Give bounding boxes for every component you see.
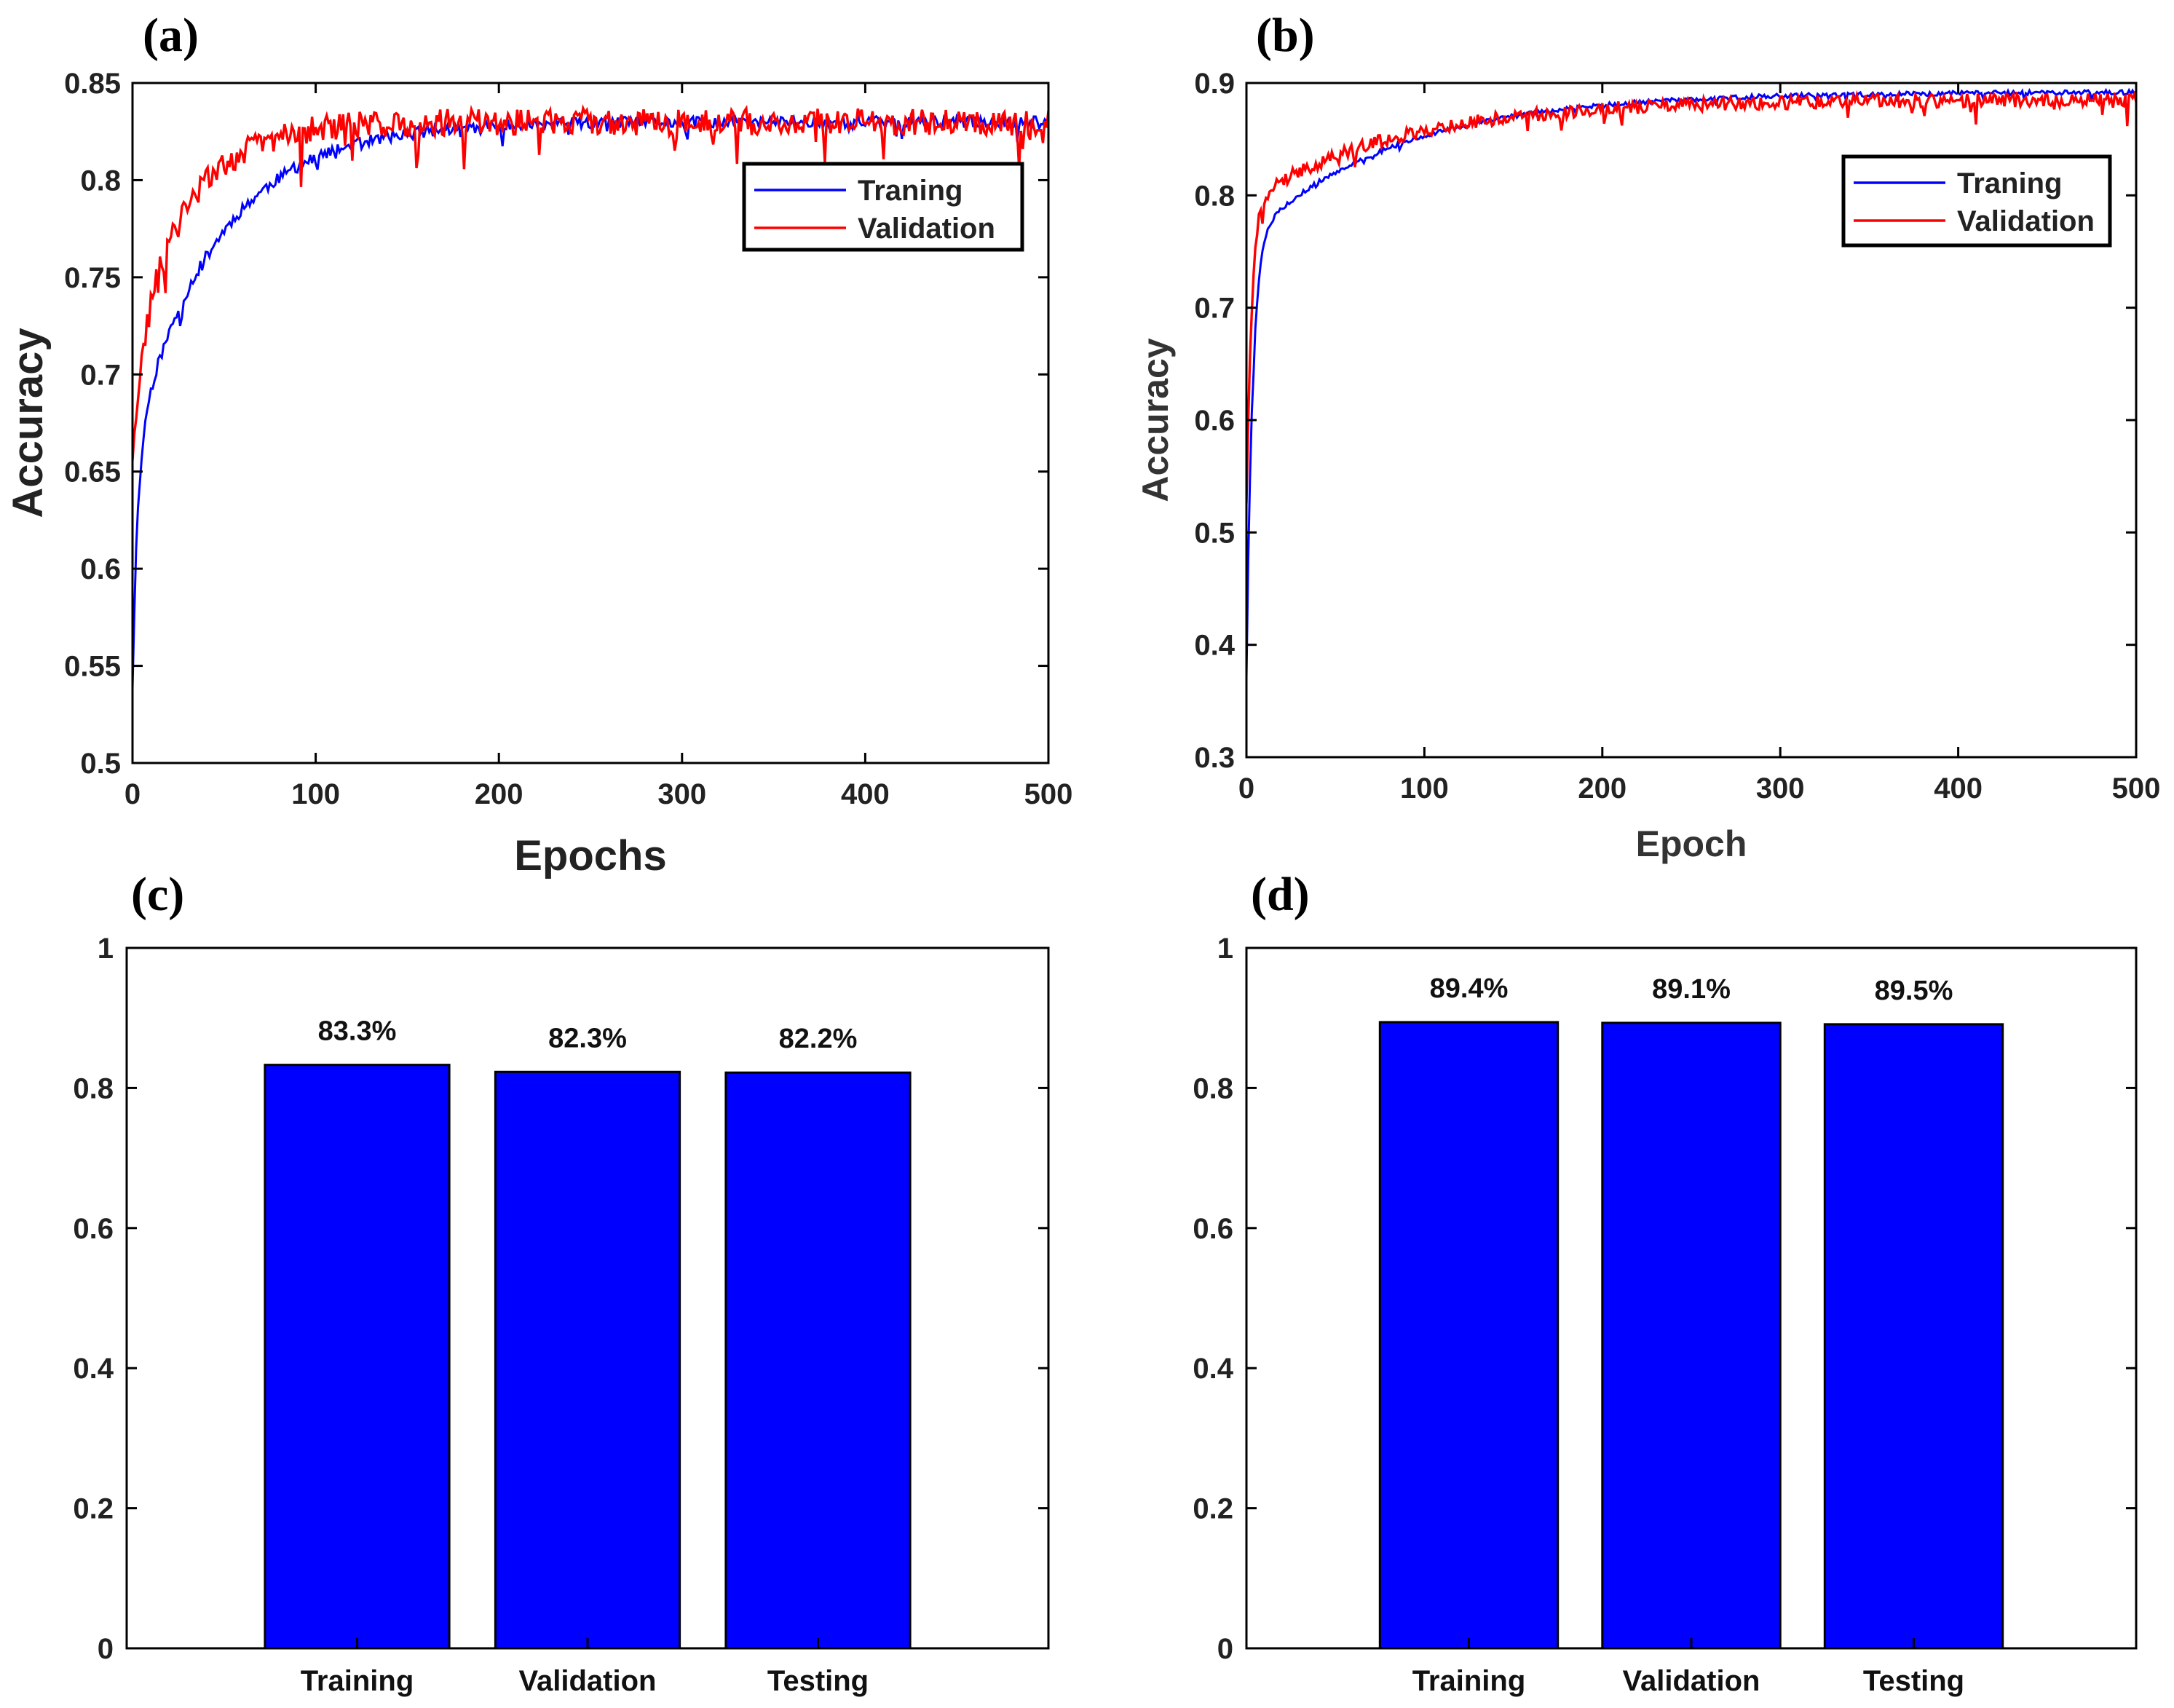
legend-label-validation: Validation	[858, 213, 995, 245]
bar-training	[264, 1064, 451, 1650]
x-axis-title: Epochs	[514, 832, 667, 879]
bar-validation	[1601, 1021, 1782, 1650]
panel-d-letter: (d)	[1251, 868, 1310, 921]
chart-b-line-accuracy: 0 100 200 300 400 500 0.3 0.4 0.5 0.6 0.7 0.8 0.9 Epo…	[1135, 68, 2160, 864]
y-tick-label: 0.7	[1194, 293, 1235, 325]
y-tick-label: 0.5	[1194, 517, 1235, 549]
x-axis-title: Epoch	[1636, 823, 1747, 864]
y-tick-label: 0.85	[64, 68, 121, 100]
x-tick-label: 300	[657, 778, 706, 810]
x-tick-label: 400	[1934, 772, 1983, 804]
bar-value-label: 89.1%	[1652, 974, 1731, 1005]
bar-value-label: 89.5%	[1875, 976, 1953, 1006]
y-tick-label: 0.4	[1194, 630, 1235, 662]
y-tick-label: 0.6	[73, 1213, 114, 1245]
y-tick-label: 0.8	[1194, 180, 1235, 212]
legend-box	[1841, 154, 2112, 248]
y-tick-label: 0.55	[64, 651, 121, 683]
panel-c-letter: (c)	[131, 868, 184, 921]
y-tick-label: 0.6	[1194, 405, 1235, 437]
category-label: Testing	[1863, 1665, 1964, 1697]
legend-box	[742, 162, 1024, 252]
bar-validation	[494, 1070, 681, 1650]
bar-value-label: 83.3%	[318, 1016, 397, 1047]
y-tick-label: 0.9	[1194, 68, 1235, 100]
category-label: Testing	[767, 1665, 869, 1697]
chart-c-bar-accuracy: 83.3% Training 82.3% Validation 82.2% Testing…	[73, 933, 1050, 1697]
legend-label-traning: Traning	[858, 175, 963, 207]
y-tick-label: 0.3	[1194, 742, 1235, 774]
x-tick-label: 200	[1578, 772, 1626, 804]
y-tick-label: 0	[1217, 1633, 1233, 1665]
x-tick-label: 100	[1400, 772, 1449, 804]
chart-d-bar-accuracy: 89.4% Training 89.1% Validation 89.5% Testing…	[1193, 933, 2138, 1697]
y-tick-label: 0.6	[80, 553, 121, 585]
bar-value-label: 82.3%	[548, 1023, 627, 1053]
bar-testing	[1823, 1023, 2004, 1650]
y-tick-label: 1	[1217, 933, 1233, 965]
x-tick-label: 0	[124, 778, 141, 810]
x-tick-label: 500	[2112, 772, 2161, 804]
bar-value-label: 82.2%	[779, 1024, 858, 1054]
y-tick-label: 0.4	[1193, 1353, 1233, 1385]
y-axis-title: Accuracy	[1135, 338, 1176, 502]
y-tick-label: 0.65	[64, 456, 121, 489]
legend-label-traning: Traning	[1957, 167, 2062, 199]
chart-a-line-accuracy: 0 100 200 300 400 500 0.5 0.55 0.6 0.65 0.7 0.75 0.8…	[4, 68, 1072, 879]
x-tick-label: 300	[1756, 772, 1805, 804]
panel-a-letter: (a)	[143, 9, 199, 62]
plot-frame	[131, 82, 1050, 764]
x-tick-label: 0	[1238, 772, 1254, 804]
y-axis-title: Accuracy	[4, 328, 52, 518]
y-tick-label: 0.7	[80, 359, 121, 391]
y-tick-label: 0.4	[73, 1353, 114, 1385]
series-line-validation	[1246, 90, 2136, 504]
y-tick-label: 0.8	[1193, 1072, 1233, 1104]
x-tick-label: 400	[841, 778, 890, 810]
y-tick-label: 0.2	[1193, 1493, 1233, 1525]
legend-label-validation: Validation	[1957, 205, 2095, 237]
x-tick-label: 200	[475, 778, 523, 810]
y-tick-label: 0.8	[80, 165, 121, 197]
category-label: Validation	[1623, 1665, 1760, 1697]
panel-b-letter: (b)	[1256, 9, 1315, 62]
y-tick-label: 0.6	[1193, 1213, 1233, 1245]
y-tick-label: 1	[98, 933, 114, 965]
y-tick-label: 0.8	[73, 1072, 114, 1104]
y-tick-label: 0.75	[64, 262, 121, 294]
category-label: Training	[301, 1665, 414, 1697]
category-label: Validation	[519, 1665, 657, 1697]
x-tick-label: 500	[1024, 778, 1073, 810]
bar-training	[1378, 1021, 1560, 1650]
y-tick-label: 0.5	[80, 748, 121, 780]
series-line-validation	[133, 103, 1048, 461]
bar-testing	[724, 1071, 912, 1650]
category-label: Training	[1412, 1665, 1526, 1697]
y-tick-label: 0	[98, 1633, 114, 1665]
x-tick-label: 100	[291, 778, 340, 810]
y-tick-label: 0.2	[73, 1493, 114, 1525]
bar-value-label: 89.4%	[1430, 973, 1509, 1004]
